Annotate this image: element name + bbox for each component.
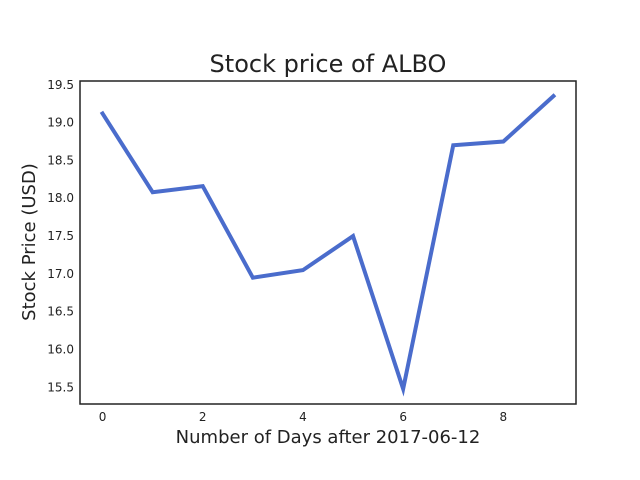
series-layer (99, 93, 557, 397)
y-tick-label: 18.0 (47, 191, 74, 205)
y-tick-label: 17.5 (47, 229, 74, 243)
y-tick-label: 15.5 (47, 380, 74, 394)
y-axis: 15.5 16.0 16.5 17.0 17.5 18.0 18.5 19.0 19.5 (47, 78, 74, 395)
plot-area-frame (79, 80, 577, 405)
y-tick-label: 18.5 (47, 153, 74, 167)
x-tick-label: 4 (299, 410, 307, 424)
x-tick-label: 2 (199, 410, 207, 424)
y-tick-label: 19.5 (47, 78, 74, 92)
x-axis-label: Number of Days after 2017-06-12 (176, 427, 481, 448)
x-tick-label: 6 (399, 410, 407, 424)
y-tick-label: 16.0 (47, 343, 74, 357)
x-tick-label: 0 (99, 410, 107, 424)
series-line-0 (99, 93, 557, 397)
chart-title: Stock price of ALBO (210, 50, 447, 78)
x-tick-label: 8 (500, 410, 508, 424)
y-tick-label: 17.0 (47, 267, 74, 281)
y-tick-label: 16.5 (47, 305, 74, 319)
x-axis: 0 2 4 6 8 (99, 410, 507, 424)
y-axis-label: Stock Price (USD) (19, 163, 40, 321)
y-tick-label: 19.0 (47, 116, 74, 130)
